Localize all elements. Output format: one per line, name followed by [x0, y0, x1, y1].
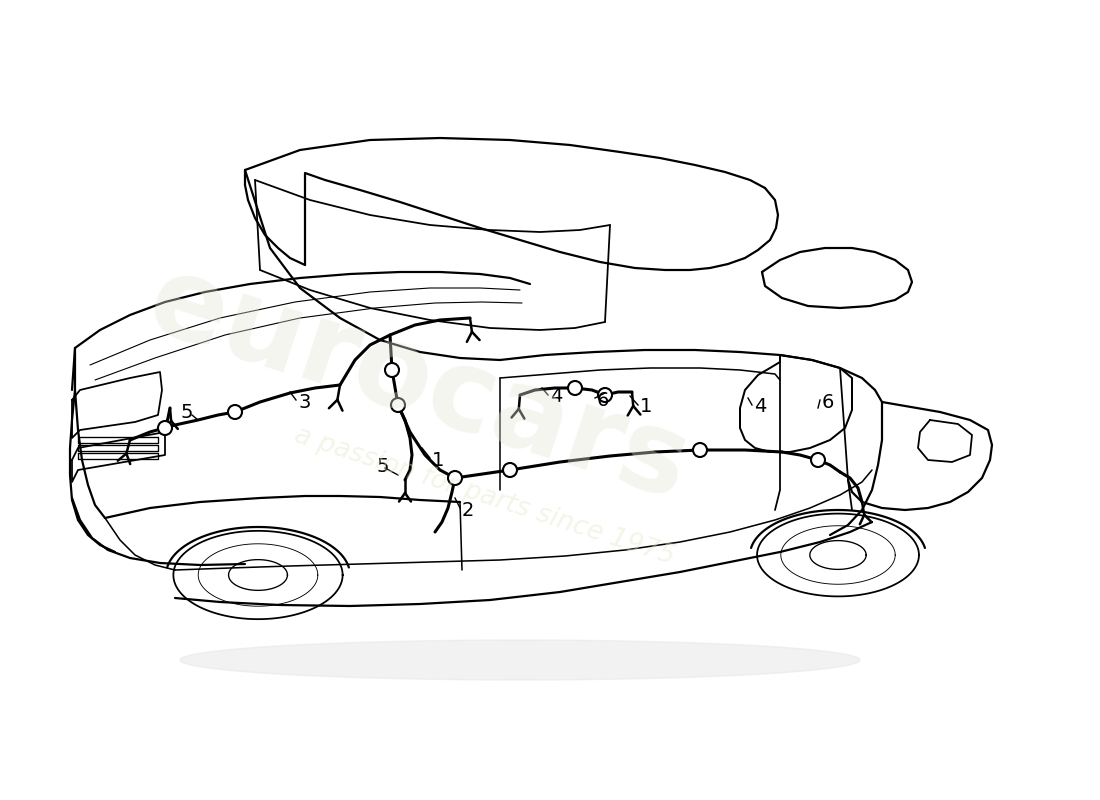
Text: eurocars: eurocars [134, 245, 702, 523]
Text: 4: 4 [550, 387, 562, 406]
Ellipse shape [180, 640, 860, 680]
Circle shape [228, 405, 242, 419]
Circle shape [158, 421, 172, 435]
Text: 6: 6 [822, 393, 835, 411]
Circle shape [503, 463, 517, 477]
Circle shape [598, 388, 612, 402]
Text: 5: 5 [180, 403, 192, 422]
Text: 4: 4 [754, 398, 767, 417]
Text: 1: 1 [640, 398, 652, 417]
Circle shape [385, 363, 399, 377]
Circle shape [693, 443, 707, 457]
Circle shape [448, 471, 462, 485]
Text: 1: 1 [432, 450, 444, 470]
Text: a passion for parts since 1975: a passion for parts since 1975 [290, 422, 678, 570]
Text: 6: 6 [597, 390, 609, 410]
Text: 2: 2 [462, 501, 474, 519]
Circle shape [811, 453, 825, 467]
Circle shape [568, 381, 582, 395]
Text: 3: 3 [298, 393, 310, 411]
Circle shape [390, 398, 405, 412]
Text: 5: 5 [377, 457, 389, 475]
